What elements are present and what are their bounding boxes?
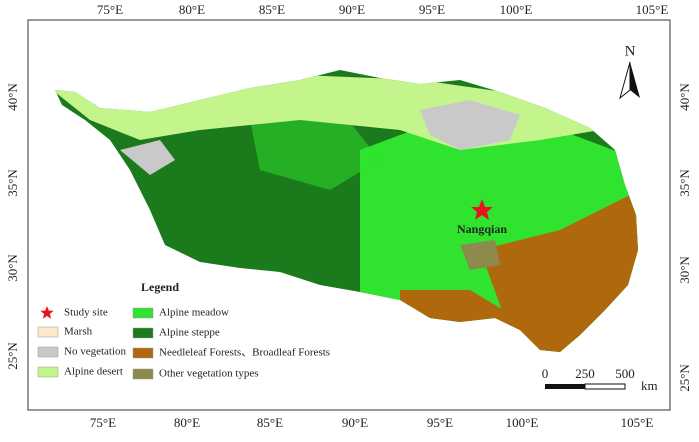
longitude-label: 95°E — [427, 415, 453, 430]
longitude-label: 75°E — [97, 2, 123, 17]
legend-label: No vegetation — [64, 346, 127, 358]
north-arrow — [619, 61, 631, 100]
site-label: Nangqian — [457, 222, 507, 236]
legend-swatch — [37, 366, 59, 378]
legend-swatch — [132, 327, 154, 339]
no-vegetation-area — [120, 140, 175, 175]
longitude-label: 85°E — [259, 2, 285, 17]
other-area — [460, 240, 500, 270]
longitude-label: 80°E — [174, 415, 200, 430]
longitude-label: 100°E — [506, 415, 539, 430]
scale-bar — [584, 383, 626, 390]
legend-label: Needleleaf Forests、Broadleaf Forests — [159, 347, 330, 359]
legend-swatch — [37, 346, 59, 358]
legend-label: Marsh — [64, 326, 93, 338]
latitude-label: 35°N — [5, 169, 20, 197]
legend-swatch — [132, 347, 154, 359]
latitude-label: 30°N — [677, 256, 692, 284]
latitude-label: 25°N — [677, 364, 692, 392]
longitude-label: 90°E — [339, 2, 365, 17]
longitude-label: 105°E — [636, 2, 669, 17]
scale-tick: 500 — [615, 366, 635, 381]
north-arrow — [630, 62, 640, 98]
latitude-label: 40°N — [5, 83, 20, 111]
legend-swatch — [132, 368, 154, 380]
legend-label: Study site — [64, 307, 108, 319]
no-vegetation-area — [420, 100, 520, 150]
legend-label: Alpine meadow — [159, 307, 229, 319]
longitude-label: 85°E — [257, 415, 283, 430]
scale-unit: km — [641, 378, 658, 393]
legend-label: Other vegetation types — [159, 368, 259, 380]
scale-bar — [545, 384, 585, 389]
meadow-area — [250, 110, 380, 190]
latitude-label: 40°N — [677, 83, 692, 111]
longitude-label: 100°E — [500, 2, 533, 17]
latitude-label: 35°N — [677, 169, 692, 197]
scale-tick: 250 — [575, 366, 595, 381]
north-label: N — [625, 43, 636, 59]
legend-swatch — [37, 326, 59, 338]
legend-title: Legend — [141, 280, 179, 294]
latitude-label: 30°N — [5, 254, 20, 282]
longitude-label: 80°E — [179, 2, 205, 17]
legend-swatch — [132, 307, 154, 319]
longitude-label: 75°E — [90, 415, 116, 430]
legend-swatch — [40, 306, 54, 319]
legend-label: Alpine steppe — [159, 327, 220, 339]
latitude-label: 25°N — [5, 342, 20, 370]
study-site — [471, 199, 493, 220]
longitude-label: 95°E — [419, 2, 445, 17]
longitude-label: 105°E — [621, 415, 654, 430]
legend-label: Alpine desert — [64, 366, 123, 378]
scale-tick: 0 — [542, 366, 549, 381]
longitude-label: 90°E — [342, 415, 368, 430]
